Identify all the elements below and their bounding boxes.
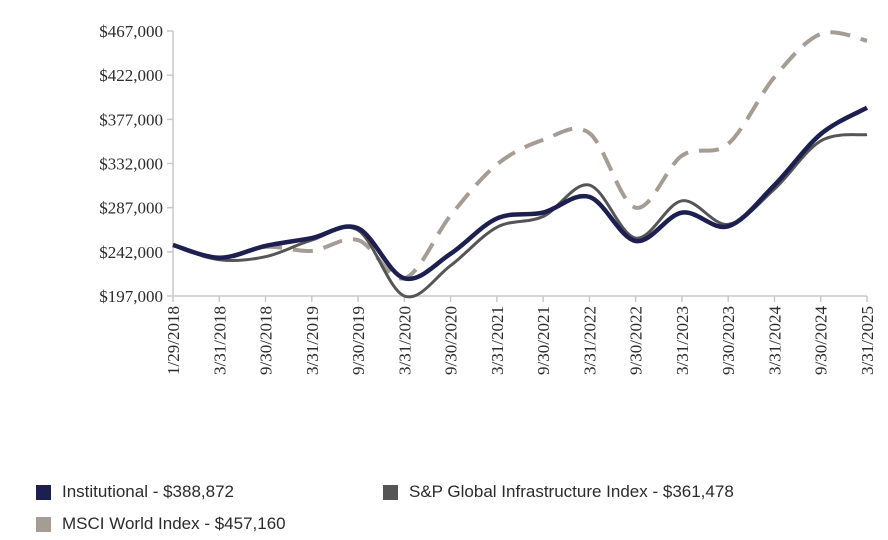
y-axis-ticks: $197,000 $242,000 $287,000 $332,000 $377,000… — [99, 22, 173, 306]
x-axis-labels: 1/29/2018 3/31/2018 9/30/2018 3/31/2019 9/30… — [164, 296, 877, 375]
y-tick-label: $467,000 — [99, 22, 163, 41]
y-tick-label: $197,000 — [99, 287, 163, 306]
series-lines — [172, 30, 869, 299]
x-tick-label: 3/31/2019 — [303, 306, 322, 375]
x-tick-label: 3/31/2021 — [488, 306, 507, 375]
x-tick-label: 3/31/2023 — [673, 306, 692, 375]
x-tick-label: 3/31/2025 — [858, 306, 877, 375]
y-tick-label: $242,000 — [99, 243, 163, 262]
x-tick-label: 9/30/2022 — [627, 306, 646, 375]
y-tick-label: $377,000 — [99, 110, 163, 129]
x-tick-label: 9/30/2023 — [719, 306, 738, 375]
y-tick-label: $287,000 — [99, 199, 163, 218]
x-tick-label: 3/31/2022 — [580, 306, 599, 375]
x-tick-label: 9/30/2019 — [349, 306, 368, 375]
series-line-msci-world-index — [172, 30, 868, 281]
x-tick-label: 9/30/2020 — [442, 306, 461, 375]
x-tick-label: 3/31/2020 — [395, 306, 414, 375]
y-tick-label: $332,000 — [99, 155, 163, 174]
x-tick-label: 3/31/2018 — [210, 306, 229, 375]
x-tick-label: 9/30/2018 — [257, 306, 276, 375]
x-tick-label: 9/30/2024 — [812, 306, 831, 375]
x-tick-label: 9/30/2021 — [534, 306, 553, 375]
series-line-institutional — [172, 105, 869, 282]
x-tick-label: 3/31/2024 — [765, 306, 784, 375]
x-tick-label: 1/29/2018 — [164, 306, 183, 375]
y-tick-label: $422,000 — [99, 66, 163, 85]
